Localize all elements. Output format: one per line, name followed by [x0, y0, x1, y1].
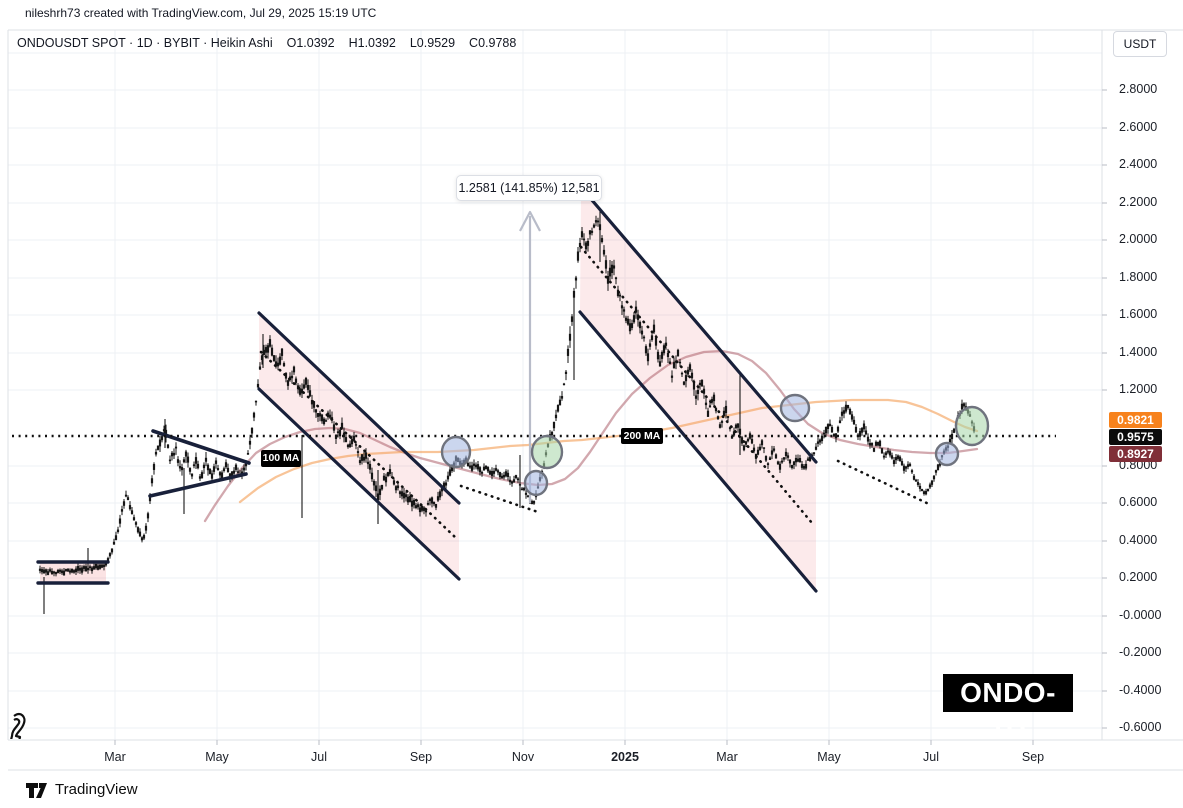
ohlc-close: C0.9788: [469, 36, 517, 50]
tradingview-logo[interactable]: TradingView: [25, 780, 138, 799]
price-tick-1.6000: 1.6000: [1119, 307, 1158, 321]
time-tick-Mar: Mar: [104, 750, 126, 764]
symbol-title[interactable]: ONDOUSDT SPOT · 1D · BYBIT · Heikin Ashi: [17, 36, 273, 50]
up-arrow-annotation[interactable]: [519, 210, 541, 503]
heikin-ashi-candles: [38, 210, 976, 614]
clipped-drawing-glyph[interactable]: [10, 713, 26, 746]
gridlines: [8, 30, 1102, 740]
time-tick-May: May: [205, 750, 229, 764]
channel-1-lower-line[interactable]: [257, 387, 461, 581]
channel-2-upper-line[interactable]: [583, 190, 818, 464]
ma-100-line: [203, 349, 979, 523]
time-tick-Jul: Jul: [923, 750, 939, 764]
chart-watermark-badge[interactable]: ONDO-1D: [943, 674, 1073, 745]
price-tick-0.6000: 0.6000: [1119, 495, 1158, 509]
price-tick--0.2000: -0.2000: [1119, 645, 1162, 659]
price-label-0.9821: 0.9821: [1109, 412, 1162, 428]
ma200-text-label[interactable]: 200 MA: [621, 428, 663, 444]
highlight-circle-5-blue[interactable]: [934, 441, 960, 467]
ohlc-high: H1.0392: [348, 36, 396, 50]
tradingview-logo-text: TradingView: [55, 781, 138, 798]
time-tick-Sep: Sep: [409, 750, 433, 764]
price-tick-0.2000: 0.2000: [1119, 570, 1158, 584]
price-tick-2.4000: 2.4000: [1119, 157, 1158, 171]
ohlc-low: L0.9529: [409, 36, 456, 50]
price-tick-0.4000: 0.4000: [1119, 533, 1158, 547]
measure-annotation-label[interactable]: 1.2581 (141.85%) 12,581: [456, 175, 602, 201]
price-tick--0.6000: -0.6000: [1119, 720, 1162, 734]
price-tick-2.8000: 2.8000: [1119, 82, 1158, 96]
support-dotted-line-1[interactable]: [459, 484, 540, 514]
price-tick-1.4000: 1.4000: [1119, 345, 1158, 359]
highlight-circle-4-blue[interactable]: [779, 393, 811, 423]
highlight-circle-6-green[interactable]: [954, 405, 990, 447]
time-tick-Sep: Sep: [1021, 750, 1045, 764]
tradingview-logo-icon: [26, 783, 47, 798]
symbol-header[interactable]: ONDOUSDT SPOT · 1D · BYBIT · Heikin Ashi…: [17, 36, 516, 50]
triangle-lower-line[interactable]: [148, 472, 248, 498]
support-dotted-line-2[interactable]: [836, 459, 933, 507]
attribution-text: nileshrh73 created with TradingView.com,…: [25, 6, 377, 20]
price-tick-2.6000: 2.6000: [1119, 120, 1158, 134]
price-tick-2.2000: 2.2000: [1119, 195, 1158, 209]
ohlc-open: O1.0392: [286, 36, 335, 50]
price-tick-1.2000: 1.2000: [1119, 382, 1158, 396]
highlight-circle-3-green[interactable]: [530, 434, 564, 470]
ma100-text-label[interactable]: 100 MA: [261, 450, 301, 467]
price-label-0.8927: 0.8927: [1109, 446, 1162, 462]
price-tick--0.4000: -0.4000: [1119, 683, 1162, 697]
currency-toggle-button[interactable]: USDT: [1113, 31, 1167, 57]
time-tick-Mar: Mar: [716, 750, 738, 764]
time-tick-Jul: Jul: [311, 750, 327, 764]
highlight-circle-1-blue[interactable]: [440, 435, 472, 469]
price-tick-2.0000: 2.0000: [1119, 232, 1158, 246]
channel-2-median-dotted[interactable]: [579, 245, 814, 525]
time-tick-May: May: [817, 750, 841, 764]
time-tick-Nov: Nov: [511, 750, 535, 764]
highlight-circle-2-blue[interactable]: [523, 469, 549, 497]
pane-borders: [7, 29, 1183, 771]
time-tick-2025: 2025: [611, 750, 639, 764]
price-label-0.9575: 0.9575: [1109, 429, 1162, 445]
channel-1-median-dotted[interactable]: [259, 350, 458, 540]
plot-area[interactable]: [10, 190, 1056, 746]
triangle-upper-line[interactable]: [151, 429, 251, 465]
price-tick-1.8000: 1.8000: [1119, 270, 1158, 284]
price-tick--0.0000: -0.0000: [1119, 608, 1162, 622]
channel-2-lower-line[interactable]: [578, 310, 818, 593]
channel-1-upper-line[interactable]: [257, 311, 461, 505]
